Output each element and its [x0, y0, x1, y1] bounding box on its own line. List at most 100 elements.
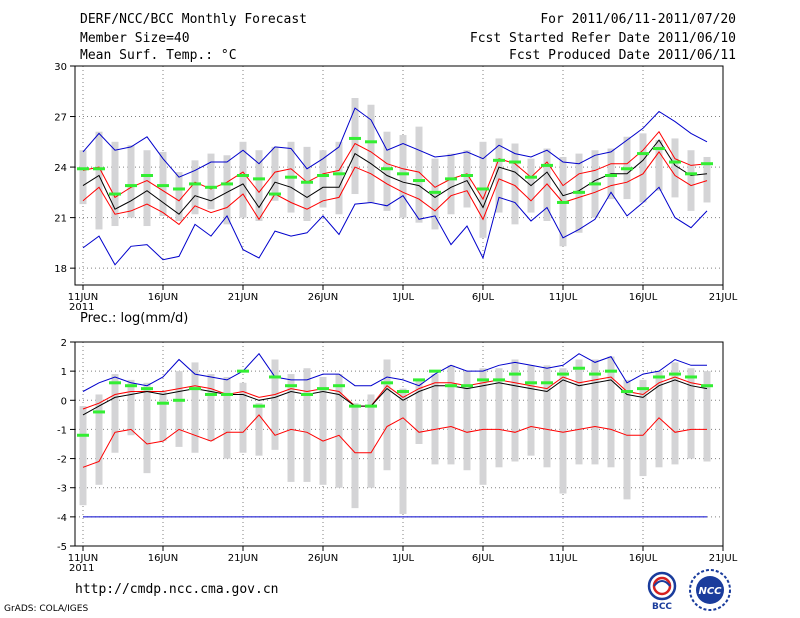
climatology-marker: [109, 381, 121, 385]
range-bar: [255, 150, 263, 221]
range-bar: [399, 135, 407, 218]
series-mean-line: [82, 139, 708, 215]
range-bar: [671, 138, 679, 198]
climatology-marker: [157, 401, 169, 405]
range-bar: [351, 403, 359, 509]
range-bar: [655, 140, 663, 191]
range-bar: [431, 158, 439, 230]
climatology-marker: [173, 398, 185, 402]
climatology-marker: [669, 372, 681, 376]
range-bar: [111, 374, 119, 453]
climatology-marker: [125, 184, 137, 188]
climatology-marker: [189, 387, 201, 391]
climatology-marker: [221, 392, 233, 396]
climatology-marker: [461, 174, 473, 177]
climatology-marker: [413, 179, 425, 183]
range-bar: [111, 141, 119, 227]
y-tick-label: 1: [61, 367, 67, 378]
bcc-logo: BCC: [647, 571, 677, 612]
range-bar: [271, 146, 279, 201]
climatology-marker: [637, 152, 649, 156]
series-lower-line: [82, 414, 707, 468]
range-bar: [207, 374, 215, 442]
temperature-panel: 18 21 24 27 30 11JUN 16JUN 21JUN 26JUN 1JUL 6JUL 11…: [54, 62, 737, 313]
range-bar: [623, 379, 631, 500]
x-tick-label: 6JUL: [472, 553, 495, 564]
range-bar: [159, 391, 167, 442]
range-bar: [703, 156, 711, 203]
climatology-marker: [429, 190, 441, 194]
source-url[interactable]: http://cmdp.ncc.cma.gov.cn: [75, 582, 279, 597]
climatology-marker: [477, 187, 489, 191]
range-bar: [383, 359, 391, 471]
climatology-marker: [605, 174, 617, 177]
climatology-marker: [77, 167, 89, 171]
range-bar: [319, 376, 327, 485]
plot-frame: [74, 341, 724, 547]
y-tick-label: -1: [57, 425, 67, 436]
range-bar: [79, 406, 87, 506]
climatology-marker: [141, 174, 153, 177]
climatology-marker: [509, 160, 521, 164]
climatology-marker: [573, 366, 585, 370]
range-bar: [639, 133, 647, 203]
y-tick-label: 2: [61, 338, 67, 349]
climatology-marker: [349, 136, 361, 140]
y-tick-label: -5: [57, 542, 67, 553]
climatology-marker: [205, 185, 217, 189]
range-bar: [287, 374, 295, 482]
range-bar: [127, 145, 135, 218]
range-bar: [559, 368, 567, 494]
climatology-marker: [397, 172, 409, 176]
climatology-marker: [349, 404, 361, 408]
range-bar: [431, 374, 439, 465]
climatology-marker: [397, 390, 409, 394]
range-bar: [575, 359, 583, 465]
climatology-marker: [381, 381, 393, 385]
range-bar: [495, 138, 503, 213]
series-upper-line: [82, 130, 708, 202]
climatology-marker: [429, 369, 441, 373]
range-bar: [479, 368, 487, 485]
y-tick-label: 30: [54, 62, 67, 73]
climatology-marker: [253, 404, 265, 408]
climatology-marker: [413, 378, 425, 382]
y-tick-label: -2: [57, 455, 67, 466]
climatology-marker: [381, 167, 393, 171]
x-tick-label: 16JUL: [629, 292, 658, 303]
climatology-marker: [205, 392, 217, 396]
range-bar: [415, 379, 423, 444]
range-bar: [687, 368, 695, 459]
x-tick-label: 16JUN: [148, 292, 178, 303]
range-bar: [319, 150, 327, 208]
range-bar: [447, 153, 455, 215]
climatology-marker: [237, 174, 249, 177]
climatology-marker: [269, 375, 281, 379]
climatology-marker: [685, 375, 697, 379]
climatology-marker: [701, 384, 713, 388]
climatology-marker: [493, 378, 505, 382]
member-size-label: Member Size=40: [80, 31, 190, 46]
range-bar: [127, 379, 135, 436]
climatology-marker: [525, 381, 537, 385]
x-tick-label: 11JUL: [549, 292, 578, 303]
climatology-marker: [301, 180, 313, 184]
forecast-produced-date: Fcst Produced Date 2011/06/11: [509, 48, 736, 63]
range-bar: [79, 150, 87, 205]
climatology-marker: [653, 147, 665, 151]
range-bar: [527, 365, 535, 456]
range-bar: [175, 172, 183, 221]
climatology-marker: [77, 433, 89, 437]
climatology-marker: [685, 172, 697, 176]
range-bar: [271, 359, 279, 450]
series-min-line: [82, 186, 708, 266]
series-upper-line: [82, 376, 708, 410]
range-bar: [159, 151, 167, 216]
range-bar: [303, 146, 311, 221]
range-bar: [511, 359, 519, 462]
forecast-start-date: Fcst Started Refer Date 2011/06/10: [469, 31, 736, 46]
range-bar: [383, 131, 391, 211]
chart-title: DERF/NCC/BCC Monthly Forecast: [80, 12, 307, 27]
climatology-marker: [125, 384, 137, 388]
x-tick-label: 11JUN: [68, 553, 98, 564]
